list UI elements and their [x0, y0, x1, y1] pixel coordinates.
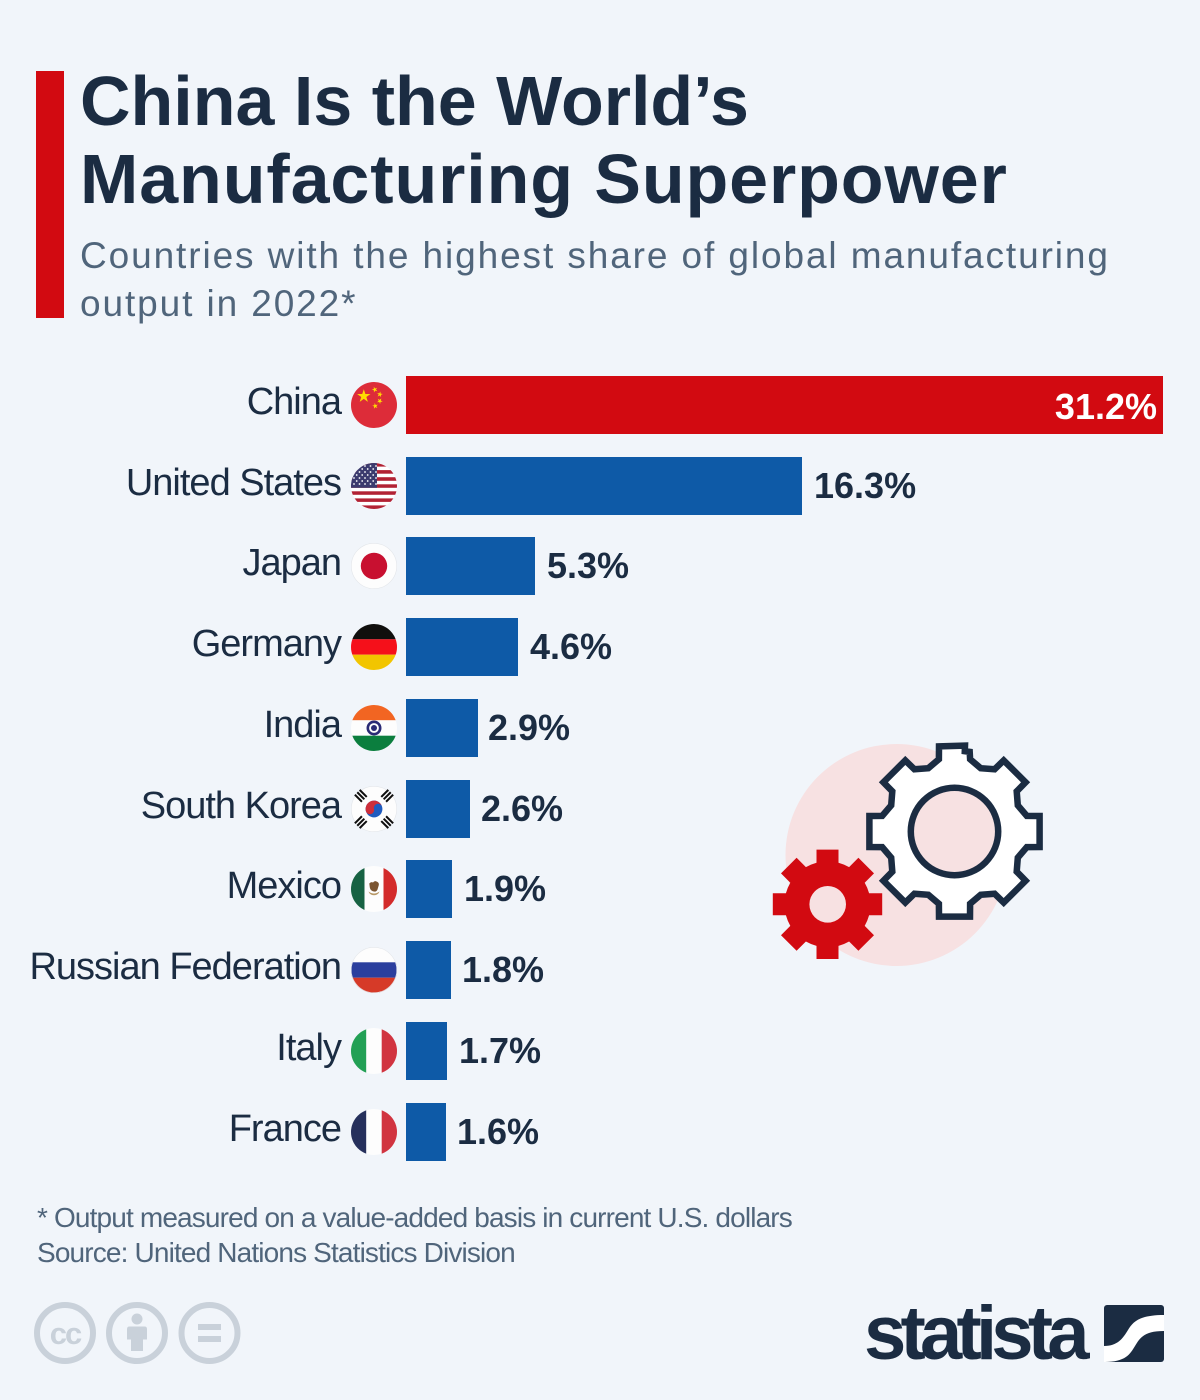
svg-text:cc: cc: [50, 1316, 82, 1351]
